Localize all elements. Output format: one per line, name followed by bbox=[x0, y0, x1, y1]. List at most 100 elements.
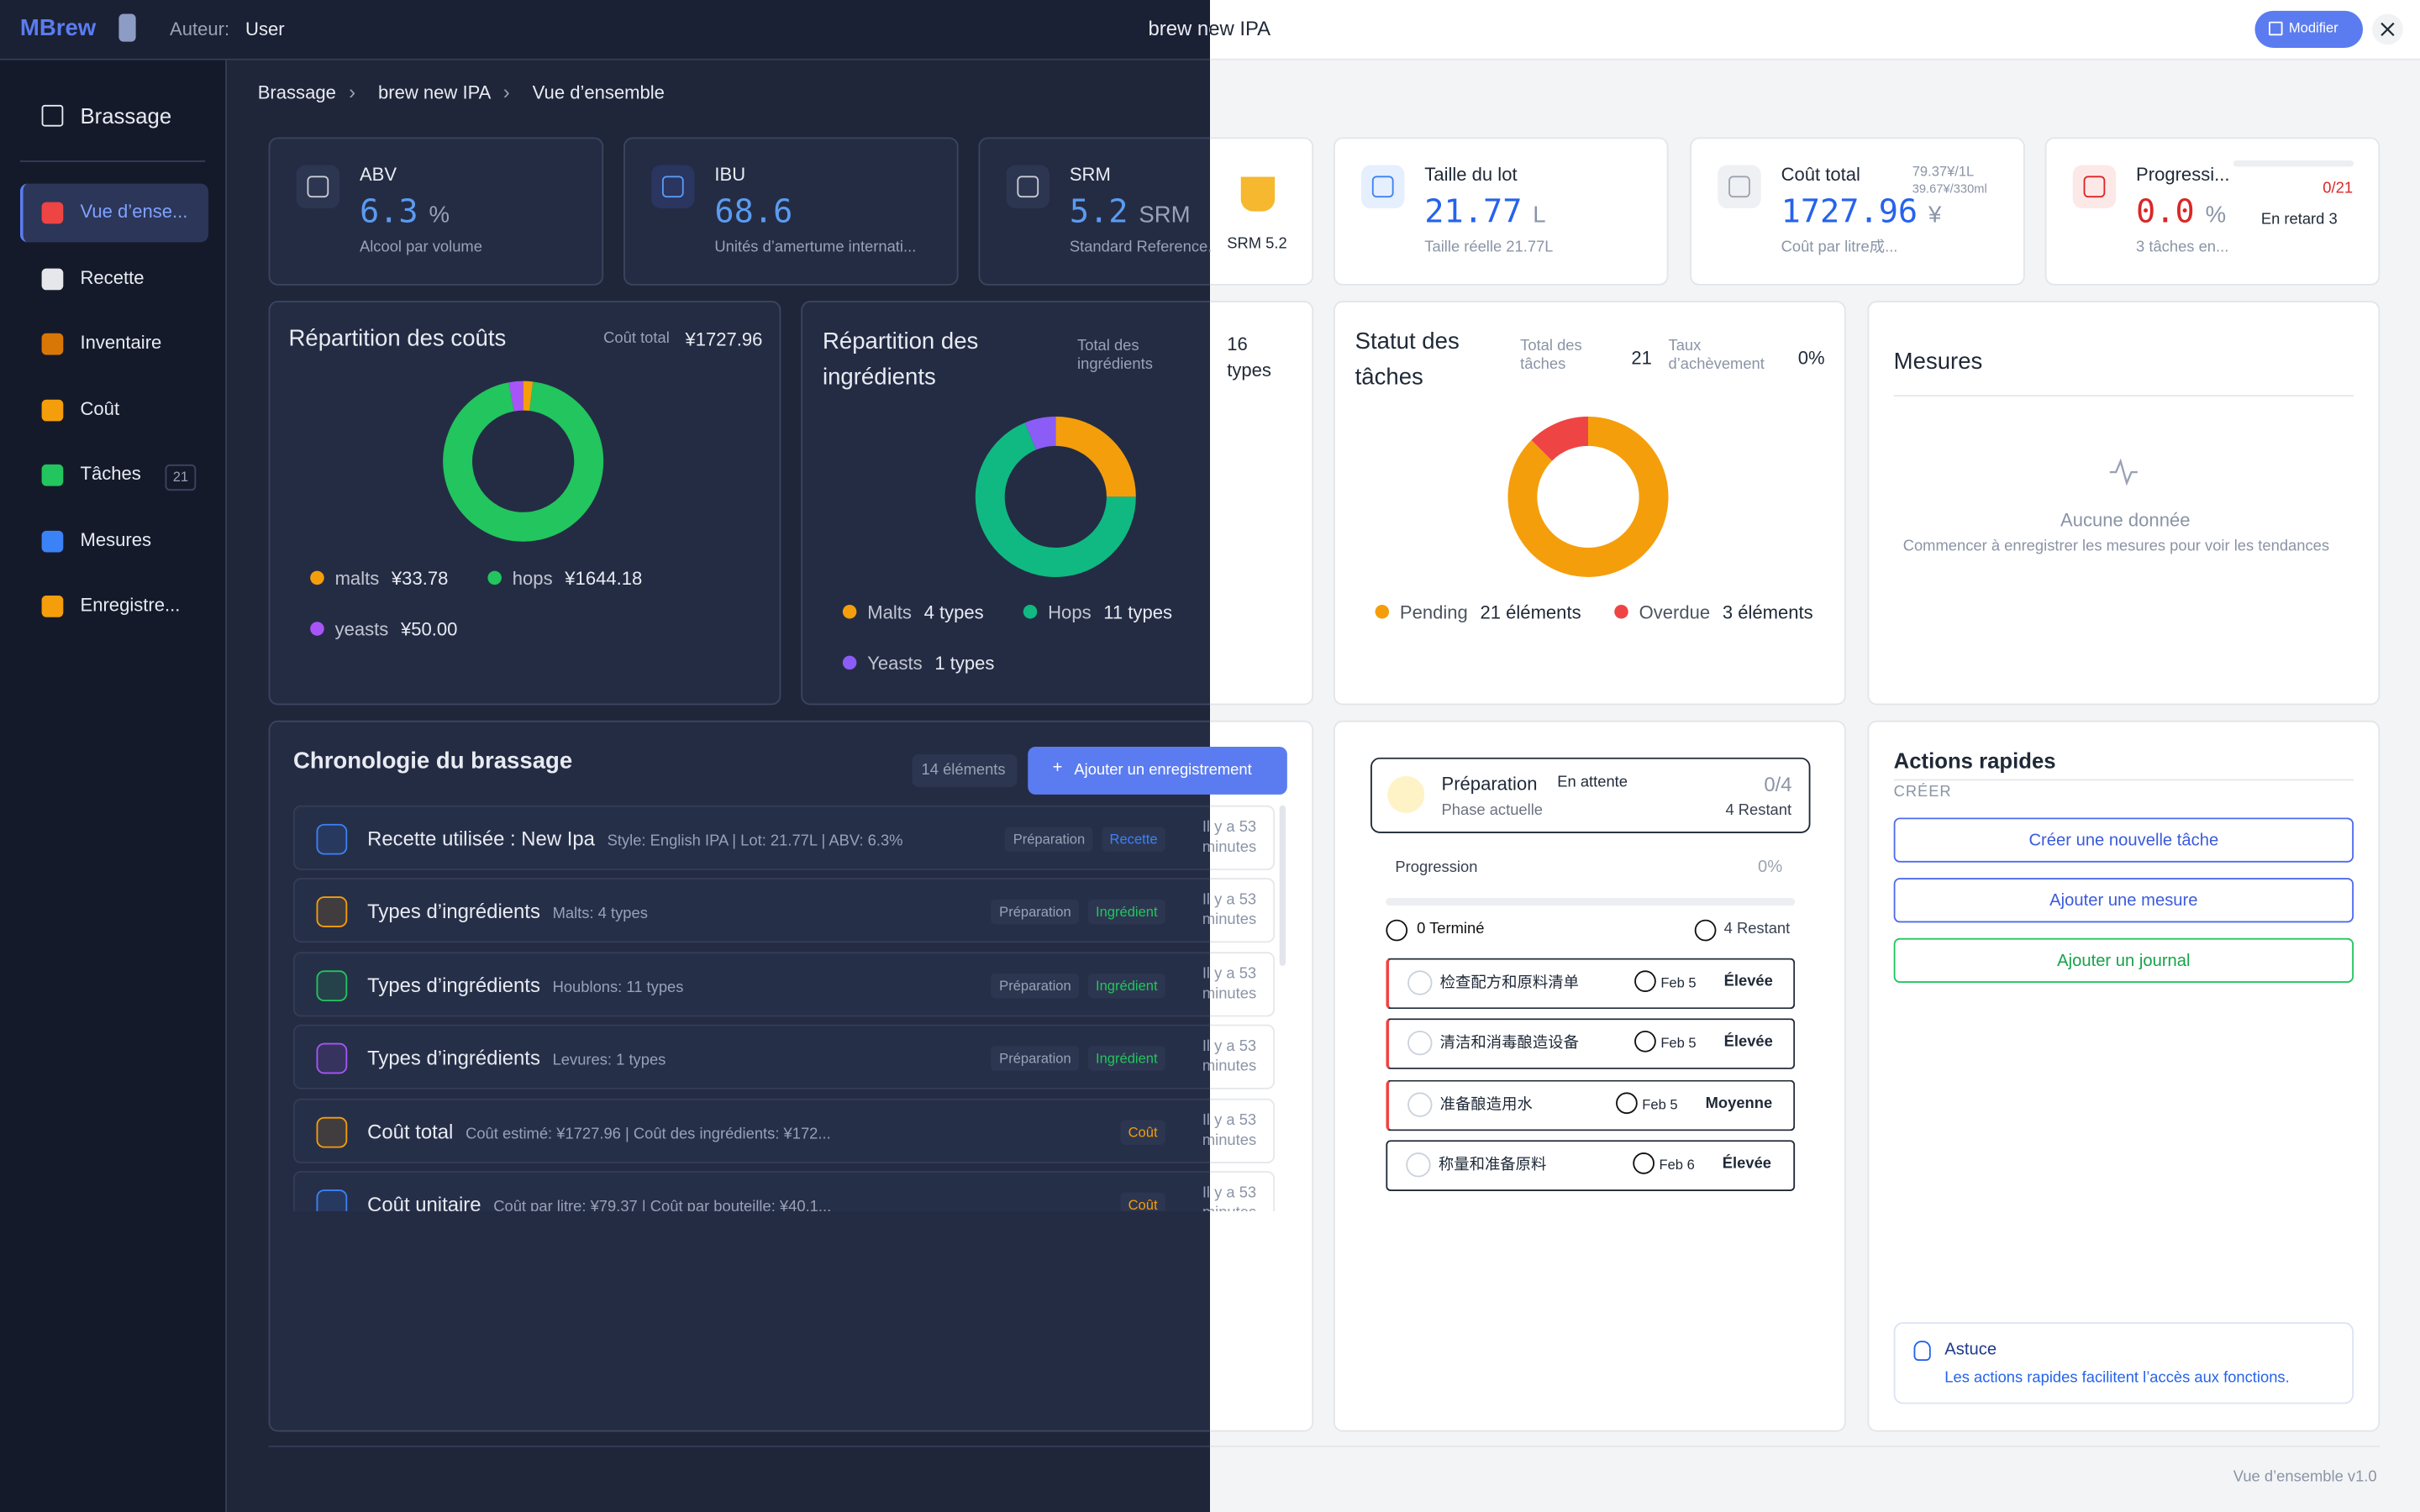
nav-icon bbox=[41, 333, 64, 355]
stat-description: Coût par litre成... bbox=[1781, 239, 1898, 256]
tip-icon bbox=[1913, 1341, 1931, 1361]
phase-card bbox=[1333, 720, 1846, 1432]
progress-label: Progression bbox=[1395, 859, 1478, 877]
stat-value: 6.3% bbox=[360, 193, 450, 232]
legend-name: malts bbox=[334, 567, 380, 590]
value: 0.0 bbox=[2136, 192, 2195, 230]
logo: MBrew bbox=[19, 15, 97, 42]
row-text: Recette utilisée : New Ipa Style: English… bbox=[367, 827, 902, 851]
stat-label: Taille du lot bbox=[1424, 163, 1518, 186]
add-plus: + bbox=[1052, 759, 1063, 778]
row-text: Coût unitaire Coût par litre: ¥79.37 | Co… bbox=[367, 1193, 831, 1211]
row-text: Types d’ingrédients Malts: 4 types bbox=[367, 900, 648, 925]
stat-icon bbox=[1006, 165, 1050, 208]
action-button[interactable]: Créer une nouvelle tâche bbox=[1893, 817, 2354, 863]
legend-name: hops bbox=[512, 567, 553, 590]
footer: Vue d’ensemble v1.0 bbox=[2233, 1468, 2377, 1486]
edit-button[interactable] bbox=[2254, 10, 2364, 48]
legend-name: Yeasts bbox=[867, 652, 923, 674]
breadcrumb-item: brew new IPA bbox=[378, 81, 492, 104]
task-row: 准备酿造用水 Feb 5 Moyenne bbox=[1386, 1079, 1796, 1131]
tag: Préparation bbox=[1005, 827, 1093, 852]
close-icon bbox=[2381, 22, 2395, 37]
task-priority: Élevée bbox=[1722, 1155, 1772, 1173]
author: User bbox=[245, 18, 285, 40]
row-time: Il y a 53 minutes bbox=[1202, 1111, 1257, 1149]
progress: 0% bbox=[1758, 858, 1783, 877]
task-row: 清洁和消毒酿造设备 Feb 5 Élevée bbox=[1386, 1018, 1796, 1070]
ingredients-card bbox=[1210, 301, 1314, 706]
stat-card bbox=[268, 137, 604, 286]
action-button[interactable]: Ajouter un journal bbox=[1893, 937, 2354, 983]
tag: Ingrédient bbox=[1087, 900, 1165, 925]
legend-name: Pending bbox=[1399, 601, 1468, 624]
timeline-row: Recette utilisée : New Ipa Style: English… bbox=[292, 805, 1276, 870]
legend-name: yeasts bbox=[334, 617, 389, 640]
legend-item: hops ¥1644.18 bbox=[487, 568, 642, 590]
phase-name: Préparation bbox=[1441, 773, 1538, 795]
page-title: brew new IPA bbox=[1210, 17, 1270, 41]
donut bbox=[975, 416, 1136, 577]
total: 16 bbox=[1227, 333, 1248, 355]
empty-icon bbox=[2109, 458, 2138, 486]
total-label: Total des tâches bbox=[1520, 338, 1582, 374]
stat-icon bbox=[1361, 165, 1405, 208]
tip: Les actions rapides facilitent l’accès a… bbox=[1944, 1370, 2290, 1388]
task-check bbox=[1407, 1031, 1433, 1056]
row-tags: Coût bbox=[1111, 1119, 1165, 1145]
unit: % bbox=[429, 202, 450, 228]
add-button[interactable] bbox=[1210, 746, 1287, 795]
row-time: Il y a 53 minutes bbox=[1202, 892, 1257, 930]
task-check bbox=[1406, 1152, 1431, 1178]
action-button[interactable]: Ajouter une mesure bbox=[1893, 878, 2354, 923]
phase-subtitle: Phase actuelle bbox=[1441, 802, 1544, 820]
row-tags: Préparation Ingrédient bbox=[982, 1046, 1165, 1072]
task-priority: Élevée bbox=[1723, 1034, 1773, 1052]
row-text: Coût total Coût estimé: ¥1727.96 | Coût d… bbox=[367, 1120, 831, 1144]
stat-icon bbox=[1718, 165, 1761, 208]
legend-item: Pending 21 éléments bbox=[1375, 601, 1581, 624]
footer-line bbox=[1210, 1446, 2381, 1447]
left-icon bbox=[1694, 919, 1717, 942]
stat-icon bbox=[296, 165, 340, 208]
nav-badge: 21 bbox=[165, 464, 197, 491]
legend-item: Yeasts 1 types bbox=[842, 652, 994, 674]
nav-icon bbox=[41, 595, 64, 617]
nav-label: Inventaire bbox=[80, 331, 162, 354]
tag: Recette bbox=[1102, 827, 1165, 852]
value: 68.6 bbox=[714, 192, 793, 230]
stat-icon-glyph bbox=[307, 176, 329, 198]
stat-value: 68.6 bbox=[714, 193, 792, 232]
nav-label: Coût bbox=[80, 396, 120, 419]
legend-value: ¥50.00 bbox=[400, 617, 458, 640]
stat-side: En retard 3 bbox=[2260, 211, 2338, 228]
divider bbox=[1893, 779, 2354, 781]
unit: ¥ bbox=[1928, 202, 1942, 228]
donut bbox=[1507, 416, 1669, 577]
row-icon bbox=[316, 896, 348, 928]
row-detail: Malts: 4 types bbox=[552, 906, 648, 924]
author-label: Auteur: bbox=[170, 18, 230, 40]
legend-item: Overdue 3 éléments bbox=[1614, 601, 1813, 623]
task-name: 检查配方和原料清单 bbox=[1439, 974, 1579, 993]
donut-segment bbox=[975, 423, 1136, 577]
row-icon bbox=[316, 969, 348, 1001]
add-label: Ajouter un enregistrement bbox=[1210, 762, 1252, 780]
legend-item: Malts 4 types bbox=[842, 601, 984, 623]
row-tags: Préparation Ingrédient bbox=[982, 973, 1165, 998]
tip-box bbox=[1893, 1322, 2354, 1404]
stat-value: 0.0% bbox=[2136, 193, 2226, 232]
divider bbox=[19, 160, 206, 162]
phase-icon bbox=[1387, 775, 1425, 813]
tag: Coût bbox=[1120, 1192, 1165, 1211]
unit: SRM bbox=[1139, 202, 1191, 228]
legend-item: Hops 11 types bbox=[1023, 601, 1172, 623]
value: 5.2 bbox=[1069, 192, 1128, 230]
